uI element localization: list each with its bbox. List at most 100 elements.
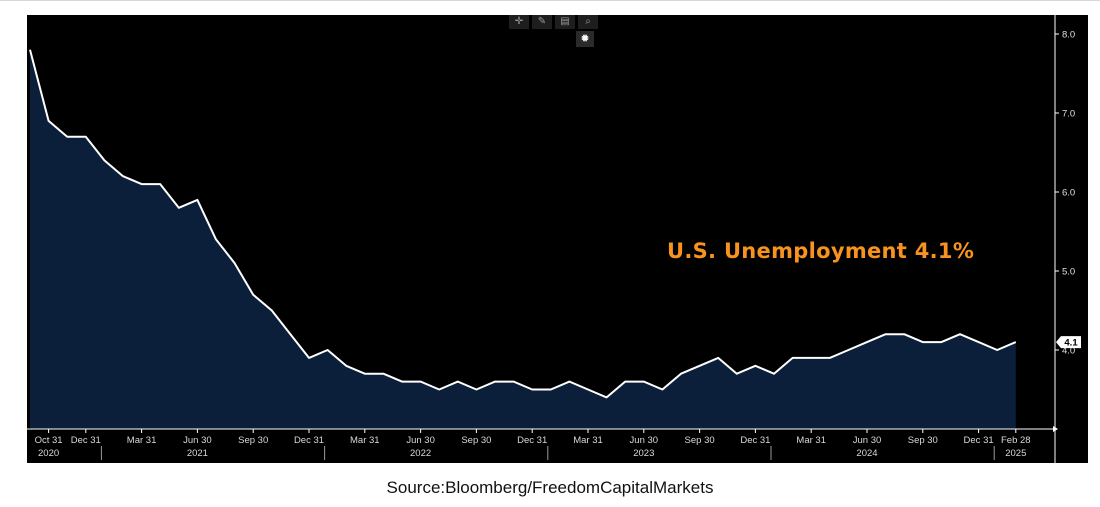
year-label: 2022 xyxy=(410,448,431,459)
pencil-icon[interactable]: ✎ xyxy=(532,15,552,29)
data-point xyxy=(215,238,217,240)
data-point xyxy=(624,381,626,383)
data-point xyxy=(736,373,738,375)
x-tick-label: Oct 31 xyxy=(35,435,63,446)
y-tick-label: 7.0 xyxy=(1062,109,1075,120)
source-caption: Source:Bloomberg/FreedomCapitalMarkets xyxy=(386,478,714,497)
year-label: 2024 xyxy=(856,448,877,459)
data-point xyxy=(940,341,942,343)
last-value-badge xyxy=(1056,336,1081,349)
gear-icon[interactable]: ✹ xyxy=(576,31,594,47)
year-label: 2025 xyxy=(1005,448,1026,459)
x-tick-label: Sep 30 xyxy=(238,435,268,446)
data-point xyxy=(587,389,589,391)
data-point xyxy=(792,357,794,359)
data-point xyxy=(754,365,756,367)
data-point xyxy=(866,341,868,343)
y-tick-label: 4.0 xyxy=(1062,346,1075,357)
data-point xyxy=(606,396,608,398)
chart-toolbar: ✛ ✎ ▤ ⌕ xyxy=(509,15,598,31)
crosshair-icon[interactable]: ✛ xyxy=(509,15,529,29)
x-tick-label: Mar 31 xyxy=(573,435,603,446)
data-point xyxy=(345,365,347,367)
x-tick-label: Sep 30 xyxy=(908,435,938,446)
x-tick-label: Sep 30 xyxy=(461,435,491,446)
data-point xyxy=(550,389,552,391)
data-point xyxy=(885,333,887,335)
chart-annotation: U.S. Unemployment 4.1% xyxy=(667,239,975,263)
data-point xyxy=(475,389,477,391)
unemployment-chart: Oct 31 Dec 31 Mar 31 Jun 30 Sep 30 Dec 31 Mar … xyxy=(27,15,1081,463)
year-label: 2023 xyxy=(633,448,654,459)
data-point xyxy=(66,136,68,138)
x-tick-label: Dec 31 xyxy=(740,435,770,446)
x-tick-label: Mar 31 xyxy=(350,435,380,446)
x-tick-label: Dec 31 xyxy=(517,435,547,446)
x-tick-label: Dec 31 xyxy=(964,435,994,446)
data-point xyxy=(308,357,310,359)
series-line xyxy=(29,49,1017,399)
data-point xyxy=(978,341,980,343)
x-tick-label: Jun 30 xyxy=(630,435,659,446)
data-point xyxy=(122,175,124,177)
chart-panel: Oct 31 Dec 31 Mar 31 Jun 30 Sep 30 Dec 31 Mar … xyxy=(27,15,1088,463)
year-label: 2021 xyxy=(187,448,208,459)
x-tick-label: Dec 31 xyxy=(294,435,324,446)
data-point xyxy=(29,49,31,51)
y-tick-label: 6.0 xyxy=(1062,188,1075,199)
top-border xyxy=(0,0,1100,1)
data-point xyxy=(327,349,329,351)
data-point xyxy=(438,389,440,391)
data-point xyxy=(48,120,50,122)
x-tick-label: Sep 30 xyxy=(685,435,715,446)
last-value-label: 4.1 xyxy=(1064,338,1078,349)
data-point xyxy=(680,373,682,375)
data-point xyxy=(699,365,701,367)
data-point xyxy=(643,381,645,383)
x-tick-label: Feb 28 xyxy=(1001,435,1031,446)
data-point xyxy=(420,381,422,383)
x-tick-label: Jun 30 xyxy=(406,435,435,446)
data-point xyxy=(382,373,384,375)
x-tick-label: Jun 30 xyxy=(183,435,212,446)
save-icon[interactable]: ▤ xyxy=(555,15,575,29)
data-point xyxy=(494,381,496,383)
data-point xyxy=(103,159,105,161)
x-tick-label: Dec 31 xyxy=(71,435,101,446)
data-point xyxy=(85,136,87,138)
data-point xyxy=(829,357,831,359)
data-point xyxy=(234,262,236,264)
x-tick-label: Jun 30 xyxy=(853,435,882,446)
data-point xyxy=(513,381,515,383)
data-point xyxy=(1015,341,1017,343)
data-point xyxy=(196,199,198,201)
data-point xyxy=(717,357,719,359)
zoom-icon[interactable]: ⌕ xyxy=(578,15,598,29)
data-point xyxy=(401,381,403,383)
data-point xyxy=(847,349,849,351)
x-tick-label: Mar 31 xyxy=(796,435,826,446)
data-point xyxy=(178,207,180,209)
data-point xyxy=(922,341,924,343)
data-point xyxy=(810,357,812,359)
series-area xyxy=(30,49,1016,430)
y-tick-label: 8.0 xyxy=(1062,30,1075,41)
data-point xyxy=(457,381,459,383)
data-point xyxy=(568,381,570,383)
y-tick-label: 5.0 xyxy=(1062,267,1075,278)
data-point xyxy=(996,349,998,351)
year-label: 2020 xyxy=(38,448,59,459)
data-point xyxy=(271,310,273,312)
data-point xyxy=(159,183,161,185)
data-point xyxy=(252,294,254,296)
data-point xyxy=(959,333,961,335)
data-point xyxy=(364,373,366,375)
data-point xyxy=(289,333,291,335)
data-point xyxy=(661,389,663,391)
data-point xyxy=(531,389,533,391)
data-point xyxy=(141,183,143,185)
data-point xyxy=(773,373,775,375)
data-point xyxy=(903,333,905,335)
x-tick-label: Mar 31 xyxy=(127,435,157,446)
axis-arrow-icon xyxy=(1053,426,1058,432)
